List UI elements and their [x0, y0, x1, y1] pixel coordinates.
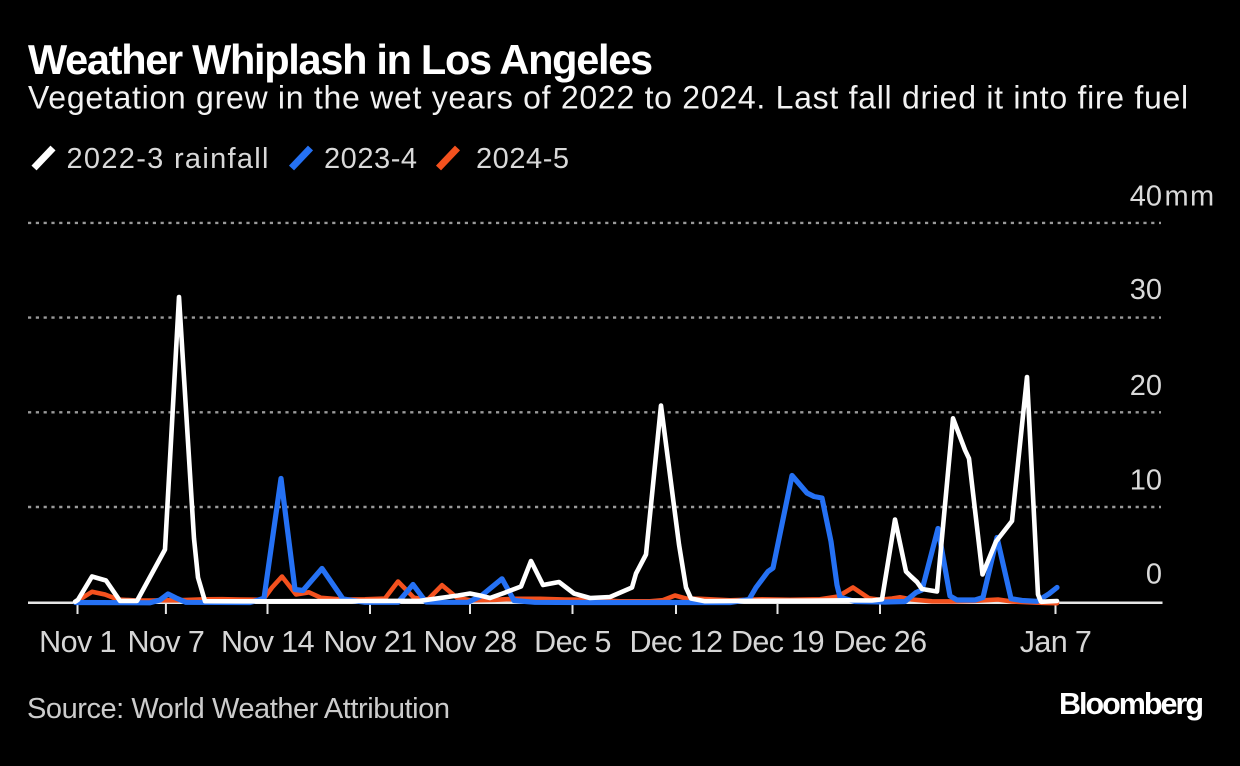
- svg-text:Vegetation grew in the wet yea: Vegetation grew in the wet years of 2022…: [28, 80, 1189, 116]
- svg-text:Source: World Weather Attribut: Source: World Weather Attribution: [27, 693, 450, 725]
- svg-text:2023-4: 2023-4: [324, 143, 418, 175]
- svg-text:Nov 1: Nov 1: [39, 625, 116, 659]
- svg-text:Nov 21: Nov 21: [323, 625, 416, 659]
- svg-text:0: 0: [1146, 559, 1162, 591]
- svg-text:Weather Whiplash in Los Angele: Weather Whiplash in Los Angeles: [28, 36, 652, 83]
- svg-text:40: 40: [1130, 181, 1162, 213]
- svg-text:Dec 26: Dec 26: [833, 625, 926, 659]
- svg-text:Nov 28: Nov 28: [423, 625, 516, 659]
- svg-text:Dec 5: Dec 5: [534, 625, 611, 659]
- svg-text:2022-3 rainfall: 2022-3 rainfall: [67, 143, 270, 175]
- svg-text:10: 10: [1130, 465, 1162, 497]
- svg-text:Bloomberg: Bloomberg: [1059, 687, 1202, 721]
- svg-text:Nov 14: Nov 14: [221, 625, 315, 659]
- svg-text:Nov 7: Nov 7: [128, 625, 205, 659]
- svg-text:Dec 19: Dec 19: [731, 625, 824, 659]
- svg-text:Jan 7: Jan 7: [1020, 625, 1092, 659]
- svg-text:30: 30: [1130, 274, 1162, 306]
- svg-text:mm: mm: [1165, 181, 1216, 213]
- svg-text:2024-5: 2024-5: [476, 143, 570, 175]
- svg-text:Dec 12: Dec 12: [629, 625, 722, 659]
- svg-text:20: 20: [1130, 370, 1162, 402]
